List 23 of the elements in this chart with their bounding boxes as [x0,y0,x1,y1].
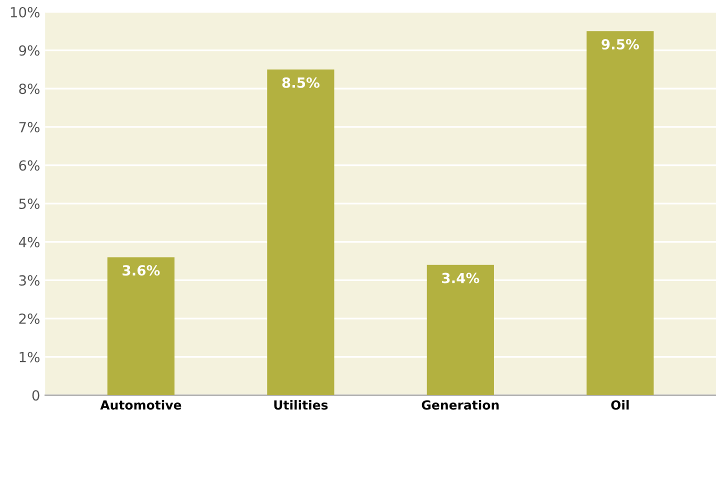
y-tick-label: 8% [19,84,40,94]
y-tick-label: 5% [19,198,40,210]
x-tick-label: Utilities [274,400,328,410]
y-tick-label: 4% [18,236,40,248]
y-tick-label: 9% [19,45,40,56]
bar [107,257,174,396]
data-label: 8.5% [282,77,320,88]
bar [586,31,654,396]
data-label: 9.5% [602,39,639,50]
y-tick-label: 7% [19,122,40,132]
y-tick-label: 3% [19,275,40,286]
x-tick-label: Oil [611,400,629,410]
y-tick-label: 2% [19,314,40,324]
data-label: 3.6% [122,265,160,276]
y-tick-label: 0 [32,390,40,401]
y-tick-label: 1% [20,352,40,362]
x-tick-label: Generation [422,400,499,410]
bar [426,264,494,396]
y-tick-label: 6% [19,160,40,171]
bar [267,69,334,396]
data-label: 3.4% [442,272,480,284]
x-tick-label: Automotive [100,400,182,410]
y-tick-label: 10% [10,6,40,18]
